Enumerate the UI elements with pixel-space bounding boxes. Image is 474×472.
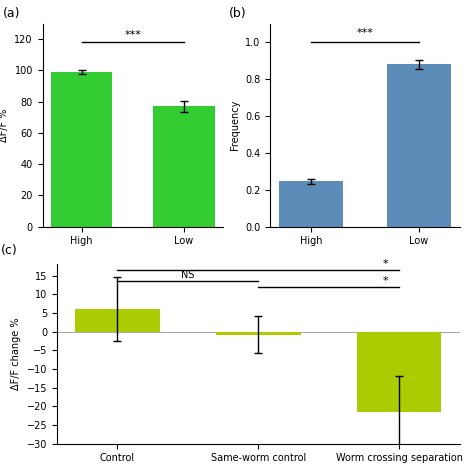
Y-axis label: Frequency: Frequency — [229, 100, 239, 150]
Text: (c): (c) — [0, 244, 17, 257]
Bar — [357, 331, 441, 412]
Text: NS: NS — [181, 270, 195, 280]
Text: Viscosity: Viscosity — [111, 271, 154, 281]
Bar — [75, 309, 160, 331]
Y-axis label: ΔF/F change %: ΔF/F change % — [11, 318, 21, 390]
Bar — [51, 72, 112, 227]
Y-axis label: ΔF/F %: ΔF/F % — [0, 109, 9, 142]
Text: (a): (a) — [3, 7, 20, 19]
Text: Viscosity: Viscosity — [344, 271, 386, 281]
Text: *: * — [383, 276, 388, 286]
Text: Error Bars: +/- 2 SE: Error Bars: +/- 2 SE — [321, 287, 409, 296]
Bar — [216, 331, 301, 335]
Text: ***: *** — [124, 30, 141, 40]
Text: (b): (b) — [228, 7, 246, 19]
Bar — [386, 64, 451, 227]
Bar — [279, 181, 344, 227]
Bar — [153, 106, 215, 227]
Text: Error Bars: +/- 2 SE: Error Bars: +/- 2 SE — [89, 287, 176, 296]
Text: ***: *** — [356, 28, 374, 38]
Text: *: * — [383, 259, 388, 269]
